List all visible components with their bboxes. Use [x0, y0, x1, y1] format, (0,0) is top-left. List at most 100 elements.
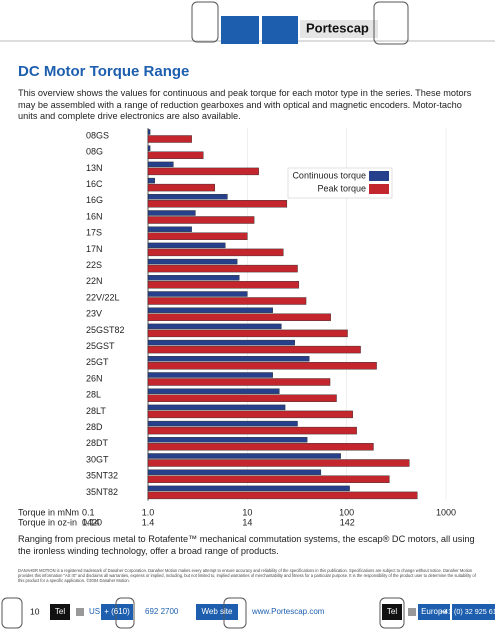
country: US	[89, 607, 100, 616]
phone-number: +41 (0) 32 925 61 11	[440, 607, 495, 616]
category-label: 28LT	[86, 406, 106, 416]
footer-box	[196, 604, 238, 620]
footer-frame	[223, 597, 247, 629]
bar	[147, 226, 192, 232]
category-label: 28D	[86, 422, 103, 432]
category-label: 08GS	[86, 130, 109, 140]
intro: This overview shows the values for conti…	[18, 88, 472, 121]
bar	[147, 177, 155, 184]
category-label: 25GST	[86, 341, 115, 351]
bar	[147, 453, 341, 459]
bar	[147, 469, 322, 475]
logo: Portescap	[306, 20, 369, 35]
bar	[147, 313, 331, 321]
bar	[147, 356, 310, 362]
footer-frame	[115, 597, 135, 629]
bar	[147, 345, 361, 354]
disclaimer: DANAHER MOTION is a registered trademark…	[18, 568, 476, 583]
category-label: 35NT82	[86, 487, 118, 497]
x2-tick-label: 0.14	[82, 517, 100, 527]
bar	[147, 145, 151, 151]
bar	[147, 167, 259, 176]
footer-frame	[1, 597, 23, 629]
bar	[147, 242, 226, 249]
bar	[147, 210, 196, 216]
bar	[147, 394, 337, 402]
bar	[147, 388, 280, 394]
page-number: 10	[30, 606, 40, 616]
footer-box	[382, 604, 402, 620]
category-label: 30GT	[86, 454, 109, 464]
bar	[147, 275, 240, 281]
bar	[147, 297, 307, 305]
bar	[147, 329, 348, 338]
category-label: 28DT	[86, 438, 109, 448]
bar	[147, 258, 238, 265]
bar	[147, 485, 350, 492]
bar	[147, 475, 390, 483]
bar	[147, 161, 174, 168]
header-block	[262, 16, 298, 44]
category-label: 16C	[86, 179, 103, 189]
legend-label: Peak torque	[317, 183, 366, 193]
header-frame	[373, 1, 409, 45]
bar	[147, 372, 273, 378]
x-tick-label: 10	[242, 507, 252, 517]
description: Ranging from precious metal to Rotafente…	[18, 534, 475, 556]
bar	[147, 323, 282, 330]
web-label: Web site	[202, 607, 234, 616]
x-tick-label: 0.1	[82, 507, 95, 517]
bar	[147, 410, 353, 419]
bar	[147, 459, 410, 467]
bar	[147, 291, 248, 297]
bar	[147, 404, 286, 411]
bar	[147, 437, 308, 443]
logo-band	[300, 20, 378, 38]
category-label: 28L	[86, 390, 101, 400]
x-axis-label: Torque in mNm	[18, 507, 79, 517]
x-tick-label: 100	[339, 507, 354, 517]
category-label: 17N	[86, 244, 103, 254]
footer-box	[50, 604, 70, 620]
x2-tick-label: 14	[242, 517, 252, 527]
category-label: 13N	[86, 163, 103, 173]
footer-square	[76, 608, 84, 616]
category-label: 16G	[86, 195, 103, 205]
footer-box	[101, 604, 133, 620]
x2-tick-label: 1420	[82, 517, 102, 527]
bar	[147, 194, 228, 200]
bar	[147, 426, 357, 435]
x2-axis-label: Torque in oz-in	[18, 517, 77, 527]
category-label: 22N	[86, 276, 103, 286]
bar	[147, 200, 288, 208]
category-label: 16N	[86, 211, 103, 221]
tel-label: Tel	[387, 607, 397, 616]
legend-label: Continuous torque	[292, 170, 366, 180]
bar	[147, 420, 298, 427]
x2-tick-label: 1.4	[142, 517, 155, 527]
bar	[147, 248, 284, 257]
footer-box	[452, 604, 495, 620]
bar	[147, 183, 215, 192]
bar	[147, 264, 298, 273]
footer-square	[408, 608, 416, 616]
category-label: 17S	[86, 228, 102, 238]
category-label: 25GST82	[86, 325, 125, 335]
footer-box	[418, 604, 450, 620]
legend-swatch	[369, 171, 389, 181]
bar	[147, 307, 273, 313]
category-label: 22S	[86, 260, 102, 270]
tel-label: Tel	[55, 607, 65, 616]
web-address[interactable]: www.Portescap.com	[251, 607, 325, 616]
legend-swatch	[369, 184, 389, 194]
bar	[147, 281, 300, 289]
category-label: 35NT32	[86, 471, 118, 481]
bar	[147, 151, 204, 159]
bar	[147, 339, 295, 346]
bar	[147, 216, 255, 224]
page-title: DC Motor Torque Range	[18, 63, 190, 80]
bar	[147, 129, 151, 135]
x2-tick-label: 142	[340, 517, 355, 527]
header-frame	[191, 1, 219, 43]
